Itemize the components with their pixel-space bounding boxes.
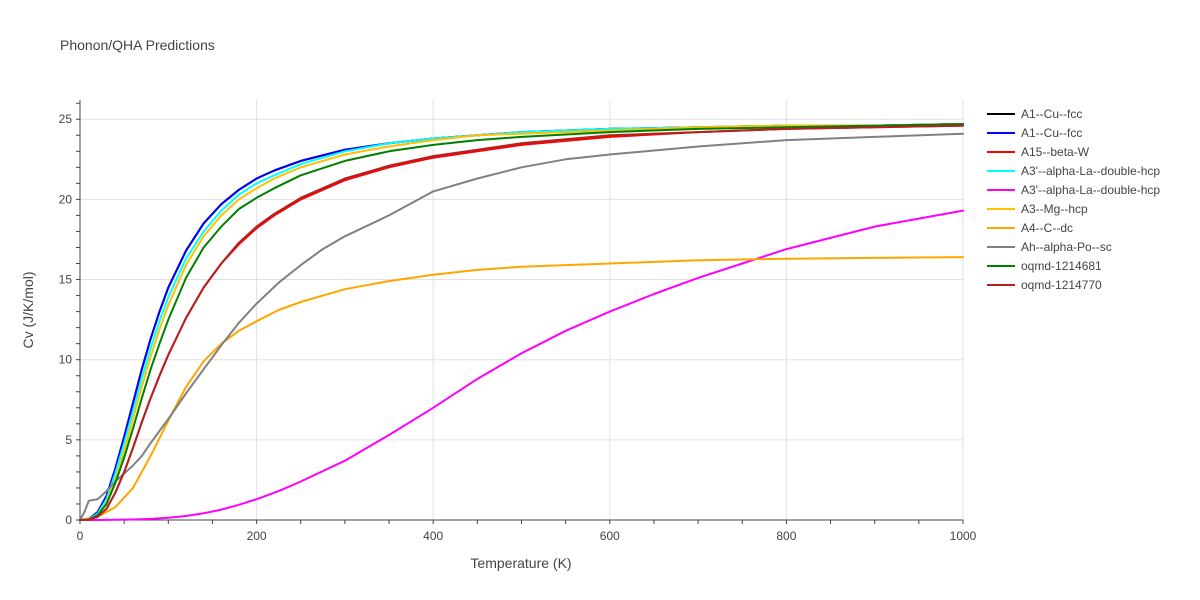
y-tick-label: 0 — [65, 513, 72, 527]
legend-item[interactable]: oqmd-1214681 — [987, 259, 1102, 273]
y-tick-label: 10 — [59, 353, 73, 367]
legend-item[interactable]: A3--Mg--hcp — [987, 202, 1088, 216]
legend-label: A3'--alpha-La--double-hcp — [1021, 183, 1160, 197]
chart-title: Phonon/QHA Predictions — [60, 37, 215, 53]
y-axis-title: Cv (J/K/mol) — [20, 272, 36, 349]
y-tick-label: 20 — [59, 192, 73, 206]
series-line-9 — [79, 124, 964, 521]
legend-label: A3--Mg--hcp — [1021, 202, 1088, 216]
legend-item[interactable]: oqmd-1214770 — [987, 278, 1102, 292]
x-tick-label: 600 — [600, 529, 620, 543]
series-line-8 — [79, 123, 964, 521]
legend-item[interactable]: A3'--alpha-La--double-hcp — [987, 183, 1160, 197]
series-line-3 — [79, 123, 964, 521]
x-tick-label: 400 — [423, 529, 443, 543]
x-tick-label: 200 — [247, 529, 267, 543]
legend-label: oqmd-1214681 — [1021, 259, 1102, 273]
x-tick-label: 0 — [77, 529, 84, 543]
legend-item[interactable]: A4--C--dc — [987, 221, 1073, 235]
legend-item[interactable]: Ah--alpha-Po--sc — [987, 240, 1112, 254]
series-line-4 — [79, 209, 964, 521]
legend-label: A1--Cu--fcc — [1021, 107, 1082, 121]
legend-label: oqmd-1214770 — [1021, 278, 1102, 292]
series-line-6 — [79, 256, 964, 521]
plot-area — [79, 123, 964, 521]
series-line-7 — [79, 132, 964, 521]
y-tick-label: 5 — [65, 433, 72, 447]
tick-labels: 0 200 400 600 800 1000 0 5 10 15 20 25 — [59, 112, 977, 543]
grid — [80, 100, 964, 520]
x-tick-label: 800 — [776, 529, 796, 543]
legend-label: A15--beta-W — [1021, 145, 1090, 159]
legend-label: A1--Cu--fcc — [1021, 126, 1082, 140]
x-tick-label: 1000 — [950, 529, 977, 543]
y-tick-label: 15 — [59, 273, 73, 287]
y-tick-label: 25 — [59, 112, 73, 126]
legend-item[interactable]: A1--Cu--fcc — [987, 126, 1082, 140]
axes — [76, 100, 964, 524]
legend-label: A4--C--dc — [1021, 221, 1073, 235]
legend-item[interactable]: A15--beta-W — [987, 145, 1090, 159]
legend-label: Ah--alpha-Po--sc — [1021, 240, 1112, 254]
legend-label: A3'--alpha-La--double-hcp — [1021, 164, 1160, 178]
legend-item[interactable]: A1--Cu--fcc — [987, 107, 1082, 121]
x-axis-title: Temperature (K) — [470, 555, 571, 571]
series-line-5 — [79, 123, 964, 521]
legend: A1--Cu--fcc A1--Cu--fcc A15--beta-W A3'--al… — [987, 107, 1160, 292]
legend-item[interactable]: A3'--alpha-La--double-hcp — [987, 164, 1160, 178]
